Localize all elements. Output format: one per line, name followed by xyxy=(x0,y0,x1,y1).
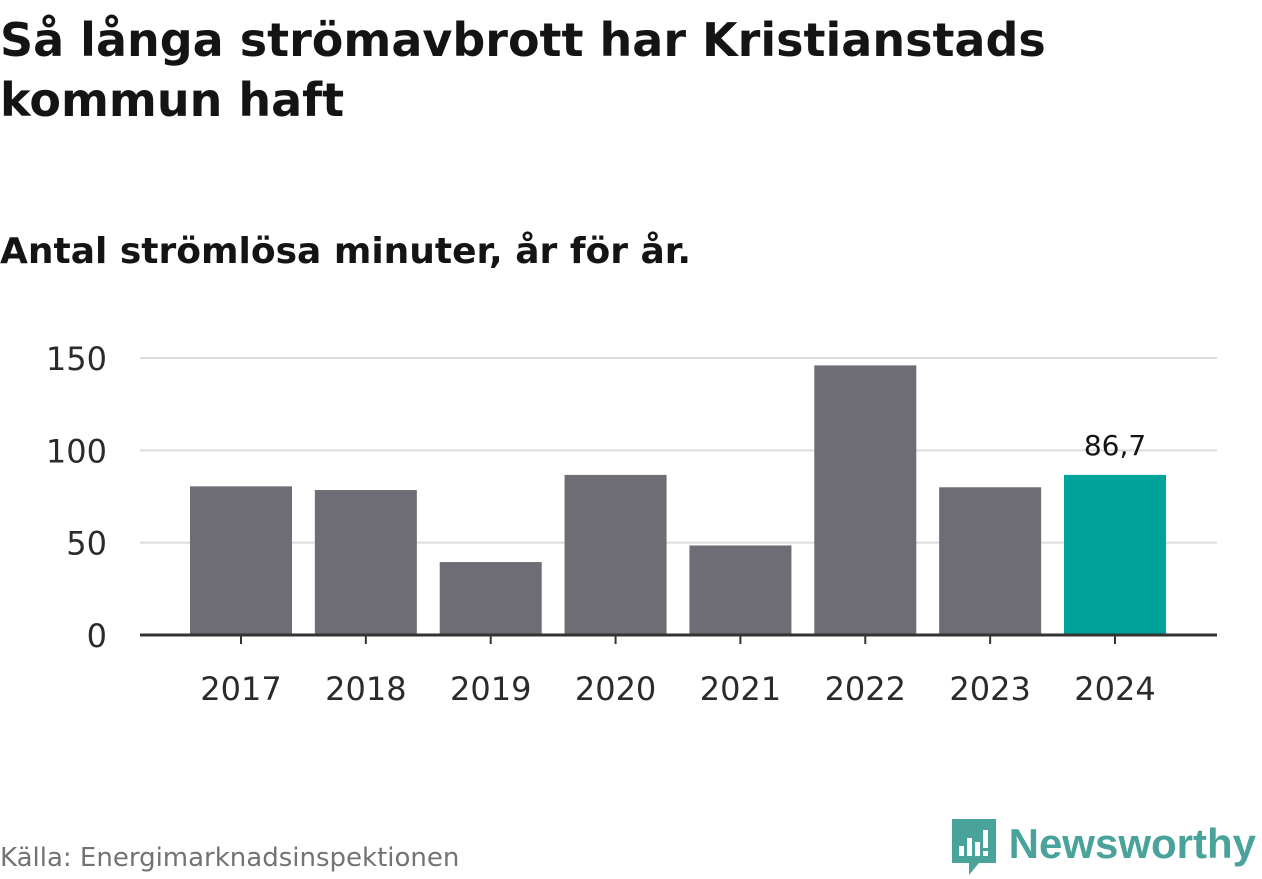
bars xyxy=(190,365,1166,635)
bar-2023 xyxy=(939,487,1042,635)
gridlines: 0 50 100 150 xyxy=(46,340,1217,655)
x-tick-label: 2020 xyxy=(575,670,656,708)
bar-2024 xyxy=(1064,474,1166,635)
bar-2017 xyxy=(190,486,292,635)
x-tick-label: 2019 xyxy=(450,670,531,708)
x-tick-label: 2023 xyxy=(949,670,1030,708)
x-tick-label: 2024 xyxy=(1074,670,1155,708)
bar-2020 xyxy=(564,474,667,635)
brand-logo: Newsworthy xyxy=(949,816,1256,878)
y-tick-label: 150 xyxy=(46,340,107,378)
bar-2021 xyxy=(689,545,792,635)
x-tick-label: 2022 xyxy=(825,670,906,708)
bar-2019 xyxy=(439,562,542,635)
x-tick-label: 2018 xyxy=(325,670,406,708)
chart-title: Så långa strömavbrott har Kristianstads … xyxy=(0,13,1046,127)
data-labels: 86,7 xyxy=(1084,429,1146,462)
x-tick-label: 2017 xyxy=(200,670,281,708)
bar-2022 xyxy=(814,365,917,635)
source-note: Källa: Energimarknadsinspektionen xyxy=(0,843,460,873)
bar-2018 xyxy=(314,490,417,635)
axes: 2017 2018 2019 2020 2021 2022 2023 2024 xyxy=(140,633,1217,708)
y-tick-label: 50 xyxy=(66,525,107,563)
y-tick-label: 100 xyxy=(46,432,107,470)
chart-subtitle: Antal strömlösa minuter, år för år. xyxy=(0,231,692,272)
data-label: 86,7 xyxy=(1084,429,1146,462)
brand-name: Newsworthy xyxy=(1008,820,1256,867)
y-tick-label: 0 xyxy=(87,617,107,655)
x-tick-label: 2021 xyxy=(700,670,781,708)
newsworthy-logo-icon xyxy=(951,819,996,875)
